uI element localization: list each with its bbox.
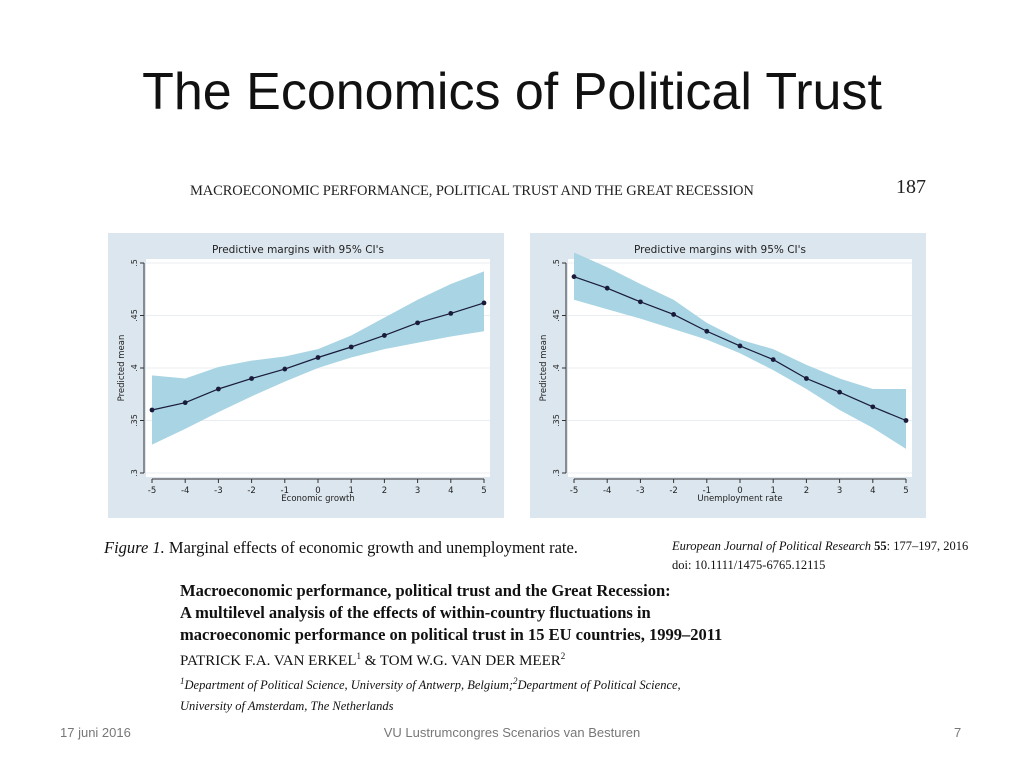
c1-point-1: [604, 285, 610, 291]
c0-point-3: [249, 376, 255, 381]
c0-chart-title: Predictive margins with 95% CI's: [212, 244, 384, 256]
c0-point-10: [481, 300, 487, 306]
c1-point-9: [870, 404, 876, 410]
c0-x-tick-label-10: 5: [481, 486, 486, 496]
c1-x-tick-label-3: -2: [669, 486, 677, 496]
figure-caption-text: Marginal effects of economic growth and …: [168, 538, 578, 557]
c1-x-axis-label: Unemployment rate: [697, 494, 782, 504]
c0-x-tick-label-5: 0: [315, 486, 320, 496]
c1-point-7: [804, 376, 809, 381]
c1-x-tick-label-2: -3: [636, 486, 644, 496]
journal-pages: : 177–197, 2016: [886, 539, 969, 553]
c1-x-tick-label-7: 2: [804, 486, 809, 496]
c0-point-9: [448, 311, 454, 316]
c0-y-tick-label-1: .35: [130, 414, 139, 427]
c0-point-0: [149, 407, 155, 413]
c0-point-2: [216, 386, 221, 392]
c1-y-tick-label-1: .35: [552, 414, 561, 427]
c1-x-tick-label-0: -5: [570, 486, 578, 496]
c0-point-6: [348, 344, 354, 350]
paper-title-block: Macroeconomic performance, political tru…: [180, 580, 820, 717]
author-1: PATRICK F.A. VAN ERKEL: [180, 653, 357, 669]
c0-x-tick-label-6: 1: [348, 486, 353, 496]
c1-x-tick-label-5: 0: [737, 486, 742, 496]
author-joiner: &: [360, 653, 380, 669]
c0-x-tick-label-9: 4: [448, 486, 453, 496]
c0-y-axis-label: Predicted mean: [117, 335, 127, 402]
c0-y-tick-label-3: .45: [130, 309, 139, 322]
journal-name: European Journal of Political Research: [672, 539, 872, 553]
c1-point-8: [837, 389, 842, 395]
c0-x-tick-label-0: -5: [148, 486, 156, 496]
c1-y-tick-label-0: .3: [552, 469, 561, 477]
c1-x-tick-label-4: -1: [703, 486, 711, 496]
paper-affiliation-1: 1Department of Political Science, Univer…: [180, 671, 820, 696]
journal-reference: European Journal of Political Research 5…: [672, 537, 968, 575]
chart-economic-growth-svg: .3 .35 .4 .45 .5 -5 -4 -3 -2 -1 0 1 2 3 4 5 Economic gro…: [117, 244, 490, 504]
paper-title-line-3: macroeconomic performance on political t…: [180, 625, 723, 644]
author-2-sup: 2: [560, 651, 566, 661]
figure-label: Figure 1.: [104, 538, 165, 557]
c1-point-3: [671, 312, 676, 317]
c0-x-tick-label-7: 2: [382, 486, 387, 496]
c1-x-tick-label-9: 4: [870, 486, 875, 496]
c1-x-tick-label-1: -4: [603, 486, 611, 496]
c1-point-6: [770, 357, 776, 362]
c0-x-tick-label-3: -2: [247, 486, 255, 496]
slide-title: The Economics of Political Trust: [142, 63, 882, 121]
c1-point-5: [737, 343, 743, 349]
chart-unemployment-rate: .3 .35 .4 .45 .5 -5 -4 -3 -2 -1 0 1 2 3 4 5 Unemployment…: [530, 233, 926, 518]
c1-y-axis-label: Predicted mean: [539, 335, 549, 402]
author-1-sup: 1: [356, 651, 361, 661]
c0-x-axis-label: Economic growth: [281, 494, 354, 504]
c1-point-10: [903, 418, 909, 423]
c0-x-tick-label-1: -4: [181, 486, 189, 496]
paper-title-line-1: Macroeconomic performance, political tru…: [180, 581, 671, 600]
affil-sup-1: 1: [180, 676, 185, 686]
footer-event: VU Lustrumcongres Scenarios van Besturen: [383, 725, 641, 740]
c0-x-tick-label-2: -3: [214, 486, 222, 496]
c1-point-4: [704, 328, 710, 334]
paper-title-line-2: A multilevel analysis of the effects of …: [180, 603, 651, 622]
chart-economic-growth: .3 .35 .4 .45 .5 -5 -4 -3 -2 -1 0 1 2 3 4 5 Economic gro…: [108, 233, 504, 518]
c1-ci-band: [574, 252, 906, 449]
c0-x-tick-label-8: 3: [415, 486, 420, 496]
affil-sup-2: 2: [513, 676, 518, 686]
c1-y-tick-label-2: .4: [552, 364, 561, 372]
c1-point-0: [571, 274, 577, 280]
c1-chart-title: Predictive margins with 95% CI's: [634, 244, 806, 256]
footer-page-number: 7: [954, 725, 962, 740]
c1-y-tick-label-4: .5: [552, 259, 561, 267]
c0-x-tick-label-4: -1: [281, 486, 289, 496]
chart-unemployment-rate-svg: .3 .35 .4 .45 .5 -5 -4 -3 -2 -1 0 1 2 3 4 5 Unemployment…: [539, 244, 912, 504]
c0-y-tick-label-2: .4: [130, 364, 139, 372]
c1-point-2: [638, 299, 643, 305]
paper-page-number: 187: [896, 176, 926, 198]
journal-doi: doi: 10.1111/1475-6765.12115: [672, 558, 826, 572]
journal-volume: 55: [874, 539, 887, 553]
footer-date: 17 juni 2016: [60, 725, 131, 740]
c1-x-tick-label-8: 3: [837, 486, 842, 496]
c1-x-tick-label-10: 5: [903, 486, 908, 496]
c0-y-tick-label-0: .3: [130, 469, 139, 477]
c0-y-tick-label-4: .5: [130, 259, 139, 267]
affil-part-1: Department of Political Science, Univers…: [184, 678, 514, 693]
c0-point-1: [182, 400, 188, 406]
figure-caption: Figure 1. Marginal effects of economic g…: [104, 538, 578, 558]
author-2: TOM W.G. VAN DER MEER: [379, 653, 561, 669]
c0-point-7: [382, 333, 387, 338]
c1-x-tick-label-6: 1: [770, 486, 775, 496]
paper-authors: PATRICK F.A. VAN ERKEL1 & TOM W.G. VAN D…: [180, 646, 820, 671]
c1-y-tick-label-3: .45: [552, 309, 561, 322]
affil-part-2: Department of Political Science,: [517, 678, 681, 693]
c0-point-8: [415, 320, 420, 326]
paper-affiliation-2: University of Amsterdam, The Netherlands: [180, 699, 394, 714]
c0-point-4: [282, 366, 288, 372]
c0-point-5: [315, 355, 321, 360]
paper-running-header: MACROECONOMIC PERFORMANCE, POLITICAL TRU…: [190, 183, 754, 199]
